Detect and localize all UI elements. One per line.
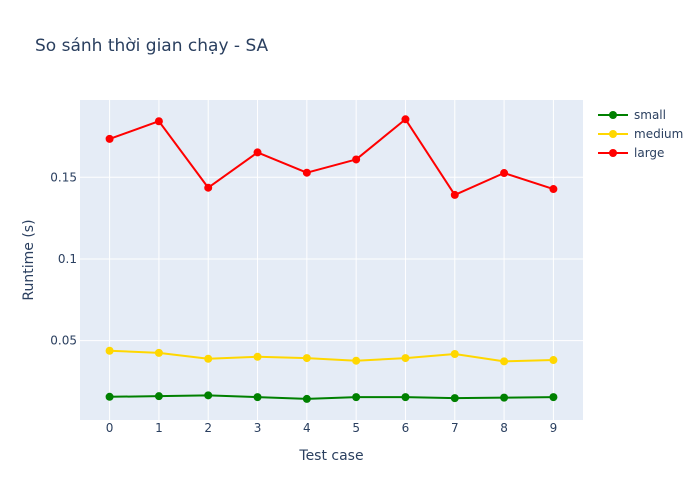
- data-point-medium[interactable]: [253, 352, 262, 361]
- x-axis-title: Test case: [298, 448, 363, 464]
- y-tick-label: 0.1: [58, 252, 77, 266]
- series-line-small: [109, 394, 554, 400]
- data-point-medium[interactable]: [450, 350, 459, 359]
- data-point-large[interactable]: [204, 183, 213, 192]
- series-medium: [105, 346, 558, 366]
- series-layer: [105, 115, 558, 403]
- data-point-medium[interactable]: [352, 356, 361, 365]
- data-point-large[interactable]: [549, 185, 558, 194]
- y-tick-labels: 0.05 0.1 0.15: [50, 170, 77, 347]
- x-tick-labels: 0 1 2 3 4 5 6 7 8 9: [106, 421, 557, 435]
- legend-marker-swatch: [609, 149, 617, 157]
- x-tick-label: 9: [550, 421, 558, 435]
- data-point-large[interactable]: [302, 168, 311, 177]
- x-tick-label: 3: [254, 421, 262, 435]
- legend-item-medium[interactable]: medium: [598, 127, 683, 141]
- legend-marker-swatch: [609, 130, 617, 138]
- data-point-small[interactable]: [450, 394, 459, 403]
- data-point-large[interactable]: [352, 155, 361, 164]
- data-point-small[interactable]: [105, 392, 114, 401]
- data-point-medium[interactable]: [204, 354, 213, 363]
- legend-label: large: [634, 146, 664, 160]
- x-tick-label: 0: [106, 421, 114, 435]
- data-point-large[interactable]: [401, 115, 410, 124]
- legend-label: small: [634, 108, 666, 122]
- data-point-medium[interactable]: [154, 348, 163, 357]
- data-point-medium[interactable]: [549, 356, 558, 365]
- data-point-medium[interactable]: [401, 354, 410, 363]
- data-point-large[interactable]: [105, 134, 114, 143]
- x-tick-label: 2: [204, 421, 212, 435]
- data-point-medium[interactable]: [105, 346, 114, 355]
- data-point-small[interactable]: [253, 393, 262, 402]
- x-tick-label: 1: [155, 421, 163, 435]
- legend-marker-swatch: [609, 111, 617, 119]
- series-small: [105, 391, 558, 403]
- data-point-small[interactable]: [204, 391, 213, 400]
- data-point-small[interactable]: [154, 392, 163, 401]
- data-point-small[interactable]: [500, 393, 509, 402]
- series-line-large: [109, 118, 554, 196]
- data-point-small[interactable]: [549, 393, 558, 402]
- legend-item-small[interactable]: small: [598, 108, 666, 122]
- x-tick-label: 8: [500, 421, 508, 435]
- x-tick-label: 6: [402, 421, 410, 435]
- data-point-medium[interactable]: [302, 354, 311, 363]
- data-point-large[interactable]: [450, 190, 459, 199]
- series-line-medium: [109, 349, 554, 363]
- x-tick-label: 4: [303, 421, 311, 435]
- x-tick-label: 5: [352, 421, 360, 435]
- legend-label: medium: [634, 127, 683, 141]
- y-axis-title: Runtime (s): [21, 219, 37, 300]
- data-point-large[interactable]: [253, 148, 262, 157]
- legend-item-large[interactable]: large: [598, 146, 664, 160]
- data-point-medium[interactable]: [500, 357, 509, 366]
- y-tick-label: 0.05: [50, 334, 77, 348]
- data-point-small[interactable]: [302, 394, 311, 403]
- series-large: [105, 115, 558, 199]
- plot-area: [80, 100, 583, 420]
- data-point-small[interactable]: [401, 393, 410, 402]
- data-point-large[interactable]: [154, 117, 163, 126]
- y-tick-label: 0.15: [50, 170, 77, 184]
- chart-title: So sánh thời gian chạy - SA: [35, 36, 269, 56]
- x-tick-label: 7: [451, 421, 459, 435]
- data-point-large[interactable]: [500, 169, 509, 178]
- data-point-small[interactable]: [352, 393, 361, 402]
- y-gridlines: [80, 176, 583, 342]
- legend[interactable]: small medium large: [598, 108, 683, 160]
